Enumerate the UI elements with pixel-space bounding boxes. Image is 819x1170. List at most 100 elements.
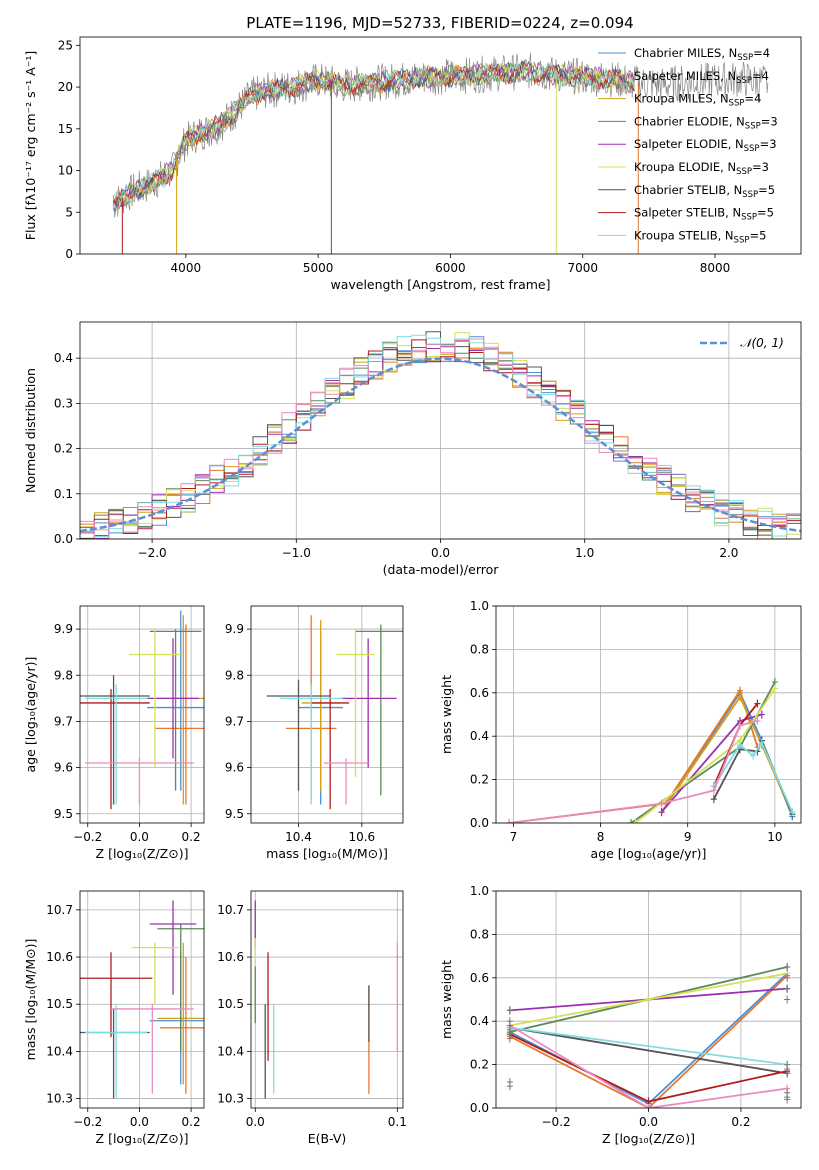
x-tick-label: 10	[767, 830, 782, 844]
weight-marker	[632, 819, 639, 823]
weight-marker	[737, 693, 743, 702]
y-tick-label: 0.0	[470, 1101, 489, 1115]
model-spectrum	[112, 60, 635, 212]
weight-marker	[645, 1104, 652, 1108]
x-tick-label: 0.0	[246, 1115, 265, 1129]
y-tick-label: 0.6	[470, 971, 489, 985]
x-tick-label: 0.0	[431, 546, 450, 560]
plot-area	[112, 52, 769, 254]
x-tick-label: 2.0	[719, 546, 738, 560]
weight-marker	[784, 973, 791, 982]
x-tick-label: 8	[597, 830, 605, 844]
weight-marker	[506, 1006, 513, 1015]
panel-weight-age: 7 8 9 10 0.0 0.2 0.4 0.6 0.8 1.0 age [log₁₀(age/yr…	[439, 599, 802, 861]
x-axis-label: Z [log₁₀(Z/Z⊙)]	[96, 846, 189, 861]
plot-area	[254, 900, 398, 1099]
weight-marker	[750, 751, 757, 760]
x-tick-label: 0.0	[130, 1115, 149, 1129]
legend: 𝒩(0, 1)	[700, 336, 784, 350]
axes-frame	[79, 321, 802, 540]
x-tick-label: 7000	[567, 261, 598, 275]
y-tick-label: 0.8	[470, 642, 489, 656]
y-tick-label: 0.2	[470, 773, 489, 787]
weight-marker	[758, 738, 765, 747]
weight-marker	[658, 808, 665, 817]
weight-marker	[784, 1088, 791, 1097]
y-tick-label: 10.5	[46, 997, 73, 1011]
x-tick-label: 9	[684, 830, 692, 844]
panel-age-Z: −0.2 0.0 0.2 9.5 9.6 9.7 9.8 9.9 Z [log₁₀(Z/Z⊙)]…	[23, 605, 205, 861]
y-tick-label: 0.3	[54, 396, 73, 410]
x-tick-label: 0.0	[639, 1115, 658, 1129]
y-tick-label: 0	[65, 247, 73, 261]
weight-marker	[645, 995, 652, 1004]
axes-frame	[250, 890, 404, 1109]
model-spectrum	[112, 61, 635, 204]
x-tick-label: 0.2	[182, 1115, 201, 1129]
weight-line	[509, 1026, 788, 1066]
weight-marker	[658, 799, 665, 808]
y-tick-label: 9.8	[54, 668, 73, 682]
y-tick-label: 0.1	[54, 487, 73, 501]
weight-marker	[784, 984, 791, 993]
legend-label: Kroupa MILES, NSSP=4	[634, 92, 761, 109]
y-axis-label: Normed distribution	[23, 368, 38, 493]
axes-frame	[79, 890, 205, 1109]
y-tick-label: 10.5	[217, 997, 244, 1011]
y-tick-label: 10.4	[46, 1044, 73, 1058]
x-tick-label: 8000	[700, 261, 731, 275]
y-tick-label: 9.7	[54, 714, 73, 728]
y-tick-label: 10.6	[217, 950, 244, 964]
y-axis-label: mass [log₁₀(M/M⊙)]	[23, 939, 38, 1061]
panel-age-mass: 10.4 10.6 9.5 9.6 9.7 9.8 9.9 mass [log₁₀(M/M⊙)…	[225, 605, 404, 861]
weight-marker	[737, 721, 743, 730]
y-tick-label: 0.0	[54, 532, 73, 546]
x-tick-label: −0.2	[542, 1115, 571, 1129]
weight-marker	[506, 1017, 513, 1026]
x-axis-label: Z [log₁₀(Z/Z⊙)]	[602, 1131, 695, 1146]
weight-marker	[771, 684, 778, 693]
y-tick-label: 9.9	[225, 622, 244, 636]
x-axis-label: E(B-V)	[308, 1131, 347, 1146]
y-tick-label: 20	[58, 80, 73, 94]
axes-frame	[79, 605, 205, 824]
y-tick-label: 15	[58, 122, 73, 136]
x-tick-label: −1.0	[282, 546, 311, 560]
panel-mass-EBV: 0.0 0.1 10.3 10.4 10.5 10.6 10.7 E(B-V)	[217, 890, 407, 1146]
y-tick-label: 9.5	[54, 807, 73, 821]
panel-residuals: −2.0 −1.0 0.0 1.0 2.0 0.0 0.1 0.2 0.3 0.4 (data-mo…	[23, 321, 802, 577]
x-axis-label: wavelength [Angstrom, rest frame]	[330, 277, 550, 292]
y-tick-label: 0.2	[470, 1058, 489, 1072]
histogram-series	[80, 338, 801, 539]
y-tick-label: 9.7	[225, 714, 244, 728]
legend-label: Chabrier ELODIE, NSSP=3	[634, 114, 778, 131]
y-tick-label: 10.3	[217, 1092, 244, 1106]
weight-marker	[758, 710, 765, 719]
y-tick-label: 1.0	[470, 884, 489, 898]
legend-label: Kroupa STELIB, NSSP=5	[634, 228, 766, 245]
weight-marker	[789, 808, 796, 817]
y-tick-label: 25	[58, 38, 73, 52]
legend-label: 𝒩(0, 1)	[740, 336, 784, 350]
histogram-series	[80, 334, 801, 537]
x-tick-label: 1.0	[575, 546, 594, 560]
x-axis-label: mass [log₁₀(M/M⊙)]	[266, 846, 388, 861]
panel-spectrum: 4000 5000 6000 7000 8000 0 5 10 15 20 25 wavelength…	[23, 36, 802, 292]
y-tick-label: 0.2	[54, 442, 73, 456]
weight-marker	[710, 786, 717, 795]
y-axis-label: mass weight	[439, 960, 454, 1039]
x-tick-label: −0.2	[73, 830, 102, 844]
legend-label: Salpeter ELODIE, NSSP=3	[634, 137, 777, 154]
y-tick-label: 10	[58, 164, 73, 178]
y-tick-label: 9.5	[225, 807, 244, 821]
x-tick-label: −2.0	[138, 546, 167, 560]
y-axis-label: age [log₁₀(age/yr)]	[23, 657, 38, 773]
weight-marker	[754, 717, 761, 726]
legend-label: Salpeter STELIB, NSSP=5	[634, 206, 774, 223]
plot-area	[506, 962, 791, 1108]
legend: Chabrier MILES, NSSP=4 Salpeter MILES, NS…	[598, 46, 778, 245]
x-axis-label: Z [log₁₀(Z/Z⊙)]	[96, 1131, 189, 1146]
axes-frame	[79, 36, 802, 255]
weight-marker	[754, 699, 761, 708]
